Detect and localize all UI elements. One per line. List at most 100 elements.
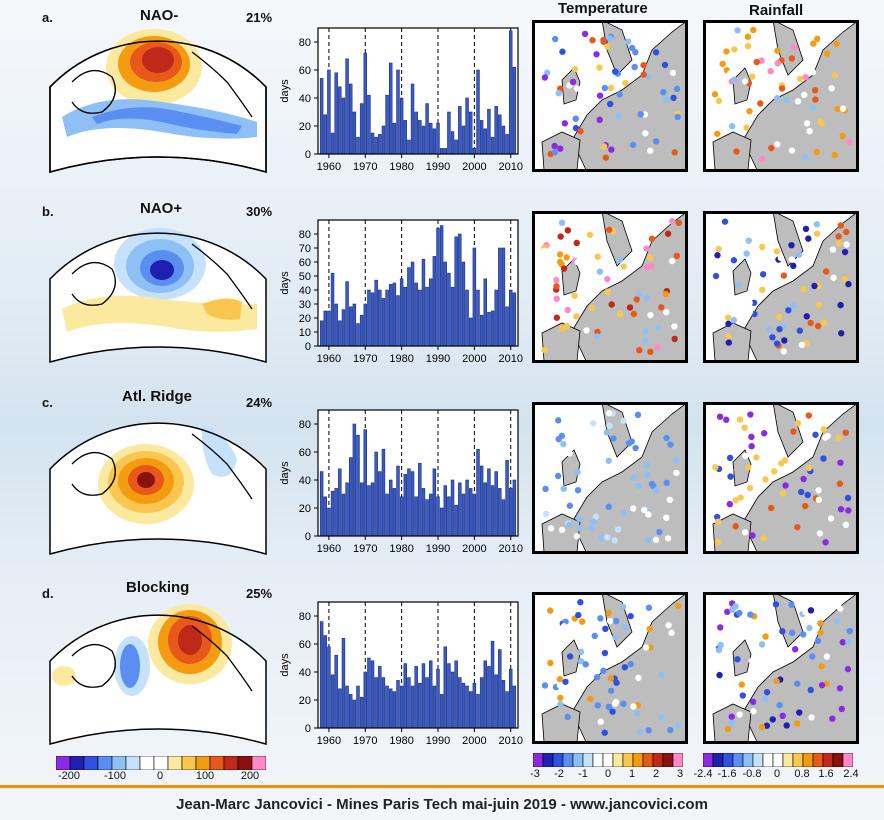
bar	[429, 660, 433, 729]
bar	[334, 303, 338, 347]
station-dot	[631, 63, 638, 71]
bar	[476, 289, 480, 347]
bar	[509, 289, 513, 347]
bar	[443, 261, 447, 347]
station-dot	[762, 633, 769, 640]
station-dot	[616, 310, 624, 318]
station-dot	[712, 272, 720, 280]
station-dot	[607, 675, 615, 682]
temperature-colorbar	[533, 753, 683, 767]
station-dot	[833, 40, 840, 48]
station-dot	[557, 145, 564, 152]
bar	[385, 289, 389, 347]
station-dot	[547, 659, 554, 667]
station-dot	[811, 282, 818, 290]
station-dot	[667, 726, 674, 734]
station-dot	[645, 727, 652, 734]
station-dot	[604, 533, 611, 541]
bar	[465, 97, 469, 155]
station-dot	[762, 476, 769, 483]
bar	[443, 148, 447, 155]
station-dot	[719, 60, 726, 68]
station-dot	[779, 712, 786, 720]
y-tick-label: 0	[305, 531, 311, 543]
station-dot	[794, 680, 801, 687]
station-dot	[746, 299, 753, 306]
x-tick-label: 1990	[426, 543, 450, 555]
z500-tick: -100	[103, 770, 127, 782]
bar	[425, 103, 429, 155]
station-dot	[576, 515, 583, 522]
station-dot	[556, 675, 564, 683]
bar	[414, 111, 418, 155]
station-dot	[715, 245, 722, 253]
bar	[330, 272, 335, 347]
bar	[512, 685, 517, 729]
station-dot	[756, 30, 763, 37]
station-dot	[647, 348, 654, 356]
station-dot	[606, 35, 614, 42]
station-dot	[790, 428, 797, 435]
x-tick-label: 1970	[353, 543, 377, 555]
bar	[432, 685, 437, 729]
station-dot	[600, 143, 608, 150]
row-b-letter: b.	[42, 204, 54, 219]
colorbar-swatch	[792, 753, 804, 767]
station-dot	[541, 682, 549, 689]
station-dot	[665, 622, 672, 629]
station-dot	[615, 112, 623, 120]
station-dot	[798, 341, 806, 349]
station-dot	[628, 438, 635, 445]
station-dot	[748, 433, 755, 441]
station-dot	[778, 85, 786, 92]
station-dot	[611, 700, 619, 707]
station-dot	[794, 98, 802, 105]
land-mass	[732, 67, 752, 105]
station-dot	[596, 92, 604, 99]
bar	[487, 666, 491, 729]
colorbar-swatch	[662, 753, 674, 767]
station-dot	[814, 322, 822, 330]
station-dot	[547, 75, 555, 82]
station-dot	[810, 40, 817, 47]
bar	[319, 621, 324, 729]
station-dot	[621, 624, 629, 631]
station-dot	[554, 472, 562, 480]
station-dot	[758, 155, 766, 163]
station-dot	[663, 434, 670, 442]
station-dot	[795, 251, 803, 258]
station-dot	[714, 130, 721, 137]
station-dot	[802, 225, 810, 233]
station-dot	[823, 653, 831, 660]
station-dot	[543, 453, 550, 461]
station-dot	[558, 526, 566, 534]
station-dot	[839, 105, 847, 112]
bar	[370, 482, 375, 537]
station-dot	[843, 228, 850, 236]
station-dot	[645, 511, 652, 518]
station-dot	[746, 484, 754, 492]
station-dot	[581, 30, 589, 38]
rainfall-colorbar	[703, 753, 853, 767]
station-dot	[541, 74, 549, 81]
station-dot	[542, 485, 549, 493]
temperature-tick: -2	[554, 768, 564, 780]
colorbar-swatch	[703, 753, 714, 767]
station-dot	[669, 69, 677, 77]
station-dot	[716, 671, 723, 679]
bar	[469, 111, 473, 155]
station-dot	[789, 302, 797, 309]
station-dot	[606, 617, 614, 625]
temperature-tick: -1	[578, 768, 588, 780]
station-dot	[783, 96, 791, 103]
station-dot	[739, 692, 747, 699]
station-dot	[558, 432, 566, 440]
station-dot	[829, 715, 836, 722]
station-dot	[643, 294, 650, 302]
station-dot	[793, 720, 801, 727]
station-dot	[674, 722, 682, 729]
z500-colorbar	[56, 756, 266, 770]
station-dot	[759, 286, 766, 294]
station-dot	[652, 49, 660, 56]
station-dot	[788, 241, 795, 249]
